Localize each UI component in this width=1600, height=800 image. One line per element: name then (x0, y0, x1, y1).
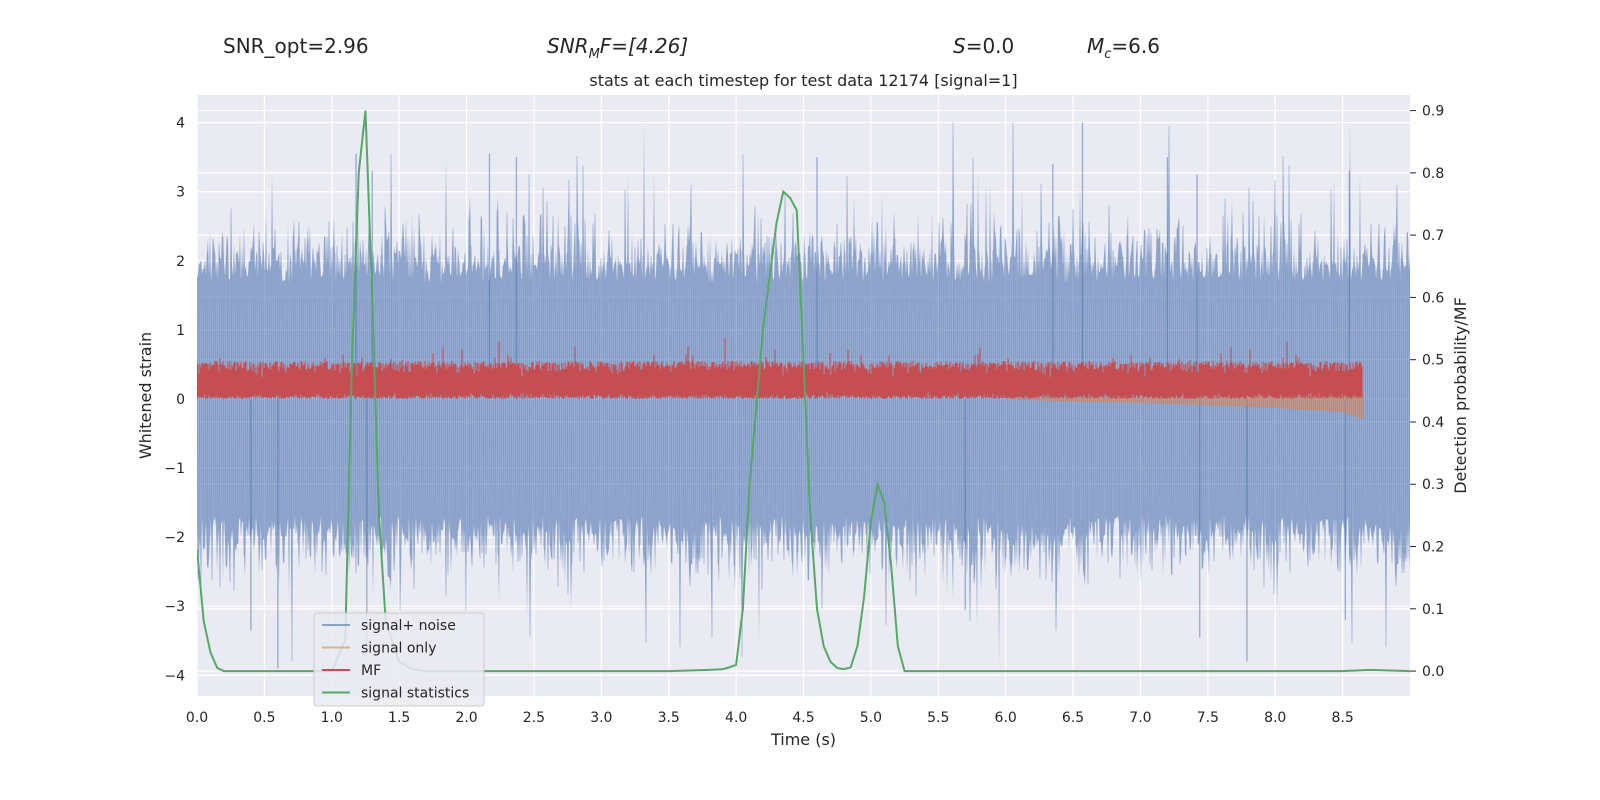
snr-mf-label: SNRMF=[4.26] (547, 34, 688, 62)
x-tick-label: 1.5 (388, 710, 410, 726)
mc-label-sub: c (1104, 47, 1112, 62)
x-tick-label: 7.0 (1129, 710, 1151, 726)
legend-label: signal+ noise (361, 618, 456, 634)
y-right-tick-label: 0.8 (1422, 166, 1444, 182)
y-tick-label: 2 (176, 254, 185, 270)
x-tick-label: 3.0 (590, 710, 612, 726)
x-tick-label: 8.5 (1331, 710, 1353, 726)
s-label-value: =0.0 (965, 34, 1015, 58)
x-tick-label: 2.0 (455, 710, 477, 726)
snr-mf-suffix: F=[4.26] (599, 34, 689, 58)
x-tick-label: 5.0 (860, 710, 882, 726)
legend-label: signal statistics (361, 686, 469, 702)
chart-title: stats at each timestep for test data 121… (589, 71, 1017, 90)
y-tick-label: −2 (164, 530, 185, 546)
signal-only-area (1005, 391, 1364, 419)
x-tick-label: 8.0 (1264, 710, 1286, 726)
x-tick-label: 1.0 (321, 710, 343, 726)
snr-opt-label: SNR_opt=2.96 (223, 34, 369, 58)
x-tick-label: 3.5 (658, 710, 680, 726)
y-tick-label: −4 (164, 668, 185, 684)
y-right-tick-label: 0.3 (1422, 477, 1444, 493)
snr-mf-base: SNR (547, 34, 589, 58)
y-tick-label: 3 (176, 185, 185, 201)
y-axis-label: Whitened strain (136, 332, 155, 459)
legend: signal+ noise signal only MF signal statist… (313, 612, 485, 707)
y-tick-label: 4 (176, 116, 185, 132)
snr-opt-text: SNR_opt=2.96 (223, 34, 369, 58)
x-axis-label: Time (s) (770, 730, 836, 749)
y-tick-label: 0 (176, 392, 185, 408)
mc-label: Mc=6.6 (1087, 34, 1160, 62)
legend-box (313, 612, 485, 707)
x-tick-label: 5.5 (927, 710, 949, 726)
legend-label: MF (361, 663, 381, 679)
y-tick-labels: −4 −3 −2 −1 0 1 2 3 4 (164, 116, 185, 685)
x-tick-label: 4.5 (792, 710, 814, 726)
x-tick-label: 4.0 (725, 710, 747, 726)
y-right-tick-label: 0.6 (1422, 290, 1444, 306)
mf-line (197, 338, 1363, 399)
y-right-tick-label: 0.0 (1422, 664, 1444, 680)
snr-mf-sub: M (588, 47, 600, 62)
x-tick-label: 2.5 (523, 710, 545, 726)
x-tick-label: 7.5 (1197, 710, 1219, 726)
x-tick-label: 6.5 (1062, 710, 1084, 726)
legend-label: signal only (361, 641, 436, 657)
x-tick-label: 6.0 (995, 710, 1017, 726)
y-right-tick-label: 0.9 (1422, 104, 1444, 120)
s-label-symbol: S (953, 34, 966, 58)
y-right-tick-label: 0.7 (1422, 228, 1444, 244)
mc-label-symbol: M (1087, 34, 1105, 58)
x-tick-labels: 0.0 0.5 1.0 1.5 2.0 2.5 3.0 3.5 4.0 4.5 5.0 5.5 6.0 6… (186, 710, 1354, 726)
y-tick-label: 1 (176, 323, 185, 339)
x-tick-label: 0.0 (186, 710, 208, 726)
y-right-axis-label: Detection probability/MF (1451, 297, 1470, 494)
y-tick-label: −3 (164, 599, 185, 615)
y-tick-label: −1 (164, 461, 185, 477)
y-right-tick-label: 0.5 (1422, 353, 1444, 369)
mc-label-value: =6.6 (1111, 34, 1160, 58)
y-right-tick-label: 0.2 (1422, 540, 1444, 556)
y-right-tick-label: 0.4 (1422, 415, 1444, 431)
s-label: S=0.0 (953, 34, 1014, 58)
y-right-tick-label: 0.1 (1422, 602, 1444, 618)
y-right-tick-labels: 0.0 0.1 0.2 0.3 0.4 0.5 0.6 0.7 0.8 0.9 (1410, 104, 1444, 680)
x-tick-label: 0.5 (253, 710, 275, 726)
mf-series (197, 338, 1363, 399)
signal-only-series (1005, 391, 1364, 419)
